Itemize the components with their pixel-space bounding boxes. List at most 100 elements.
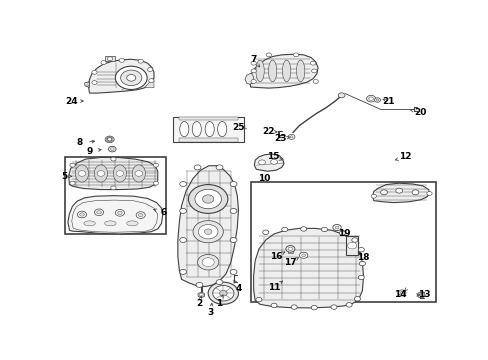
Circle shape: [285, 246, 294, 252]
Circle shape: [153, 181, 158, 185]
Circle shape: [180, 181, 186, 186]
Text: 15: 15: [266, 152, 279, 161]
Text: 22: 22: [262, 127, 274, 136]
Circle shape: [281, 227, 287, 232]
Circle shape: [287, 134, 294, 139]
Circle shape: [358, 247, 364, 252]
Circle shape: [398, 290, 405, 296]
Circle shape: [339, 231, 345, 235]
Circle shape: [138, 213, 142, 217]
Circle shape: [97, 211, 101, 214]
Ellipse shape: [217, 122, 226, 137]
Circle shape: [101, 61, 106, 64]
Circle shape: [347, 242, 356, 249]
Circle shape: [418, 293, 422, 296]
Circle shape: [262, 230, 268, 234]
Circle shape: [255, 297, 262, 302]
Circle shape: [230, 269, 237, 274]
Text: 13: 13: [417, 291, 429, 300]
Circle shape: [230, 208, 237, 213]
Circle shape: [310, 61, 315, 65]
Circle shape: [400, 291, 403, 294]
Polygon shape: [85, 81, 89, 87]
Ellipse shape: [104, 221, 116, 226]
Bar: [65, 157, 166, 234]
Circle shape: [126, 75, 136, 81]
Circle shape: [94, 209, 103, 216]
Polygon shape: [253, 228, 363, 308]
Circle shape: [70, 163, 75, 167]
Polygon shape: [68, 157, 158, 190]
Circle shape: [107, 57, 112, 61]
Circle shape: [115, 210, 124, 216]
Circle shape: [196, 283, 203, 287]
Circle shape: [105, 136, 114, 143]
Text: 5: 5: [61, 172, 67, 181]
Ellipse shape: [113, 165, 126, 182]
Circle shape: [111, 186, 116, 190]
Circle shape: [80, 213, 84, 216]
Text: 4: 4: [235, 284, 241, 293]
Circle shape: [78, 171, 85, 176]
Text: 25: 25: [232, 123, 244, 132]
Circle shape: [265, 53, 271, 57]
Circle shape: [330, 305, 336, 309]
Circle shape: [368, 97, 373, 100]
Ellipse shape: [126, 221, 138, 226]
Circle shape: [208, 282, 238, 304]
Circle shape: [117, 211, 122, 215]
Text: 23: 23: [274, 134, 286, 143]
Bar: [178, 138, 238, 141]
Text: 2: 2: [196, 299, 202, 308]
Polygon shape: [178, 166, 238, 287]
Circle shape: [311, 69, 316, 73]
Polygon shape: [198, 292, 204, 298]
Circle shape: [332, 225, 341, 231]
Ellipse shape: [282, 60, 290, 82]
Bar: [173, 117, 244, 141]
Circle shape: [299, 252, 307, 258]
Ellipse shape: [296, 60, 304, 82]
Circle shape: [287, 247, 292, 251]
Circle shape: [250, 69, 256, 73]
Circle shape: [338, 93, 344, 98]
Ellipse shape: [268, 60, 276, 82]
Circle shape: [147, 68, 153, 72]
Ellipse shape: [132, 165, 145, 182]
Text: 20: 20: [413, 108, 426, 117]
Circle shape: [216, 165, 223, 170]
Circle shape: [195, 189, 221, 209]
Text: 18: 18: [357, 253, 369, 262]
Polygon shape: [144, 78, 154, 87]
Circle shape: [354, 297, 360, 301]
Circle shape: [293, 53, 298, 57]
Circle shape: [204, 229, 211, 234]
Text: 12: 12: [398, 152, 410, 161]
Ellipse shape: [75, 165, 88, 182]
Text: 21: 21: [382, 97, 394, 106]
Circle shape: [77, 211, 86, 218]
Circle shape: [110, 148, 114, 150]
Text: 16: 16: [269, 252, 282, 261]
Circle shape: [92, 81, 97, 85]
Ellipse shape: [180, 122, 188, 137]
Text: 6: 6: [160, 208, 166, 217]
Circle shape: [116, 171, 123, 176]
Circle shape: [199, 293, 203, 296]
Circle shape: [380, 190, 386, 195]
Circle shape: [108, 146, 116, 152]
Circle shape: [135, 171, 142, 176]
Circle shape: [374, 98, 380, 102]
Text: 19: 19: [338, 229, 350, 238]
Circle shape: [346, 303, 351, 307]
Circle shape: [194, 165, 201, 170]
Circle shape: [107, 138, 112, 141]
Circle shape: [197, 255, 218, 270]
Circle shape: [258, 160, 265, 165]
Polygon shape: [416, 292, 425, 297]
Polygon shape: [88, 59, 154, 93]
Circle shape: [311, 305, 317, 310]
Circle shape: [70, 181, 75, 185]
Polygon shape: [68, 195, 163, 234]
Text: 14: 14: [393, 291, 406, 300]
